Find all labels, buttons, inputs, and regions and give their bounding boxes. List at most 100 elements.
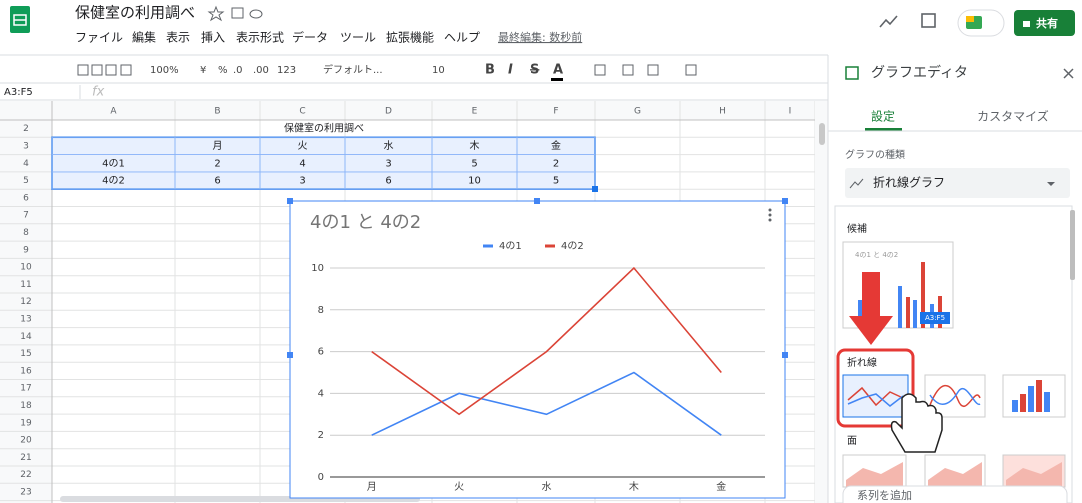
legend-label: 4の1: [499, 241, 522, 252]
cell: 4の2: [102, 176, 125, 187]
menu-item[interactable]: ヘルプ: [444, 31, 480, 45]
row-header: 11: [20, 280, 31, 290]
cell: 6: [214, 176, 220, 187]
option-area: [846, 462, 903, 487]
y-tick-label: 0: [318, 472, 324, 483]
dropdown-value: 折れ線グラフ: [873, 175, 945, 190]
type-dropdown[interactable]: [845, 168, 1070, 198]
toolbar-icon[interactable]: [594, 64, 606, 76]
column-header: G: [634, 107, 641, 117]
toolbar-item[interactable]: .00: [253, 65, 269, 76]
thumb-bar: [898, 286, 902, 328]
toolbar-item[interactable]: .0: [233, 65, 243, 76]
fx-label: fx: [92, 85, 105, 100]
toolbar-icon[interactable]: [622, 64, 634, 76]
cell: 5: [553, 176, 559, 187]
cloud-icon: [249, 9, 263, 19]
option-curve: [929, 388, 981, 405]
menu-item[interactable]: データ: [292, 30, 328, 45]
share-label[interactable]: 共有: [1036, 16, 1058, 30]
menu-item[interactable]: ツール: [340, 31, 376, 45]
toolbar-icon[interactable]: [91, 64, 103, 76]
row-header: 15: [20, 349, 31, 359]
toolbar-icon[interactable]: [647, 64, 659, 76]
comment-icon[interactable]: [921, 13, 936, 28]
cell: 4の1: [102, 158, 125, 169]
column-header: D: [385, 107, 392, 117]
trend-icon[interactable]: [879, 15, 898, 28]
column-header-bg: [0, 101, 815, 120]
toolbar-item[interactable]: ¥: [200, 65, 206, 76]
row-header: 5: [23, 176, 29, 186]
resize-handle[interactable]: [782, 198, 788, 204]
resize-handle[interactable]: [287, 352, 293, 358]
row-header: 17: [20, 384, 31, 394]
toolbar-icon[interactable]: [685, 64, 697, 76]
chart-menu-dot[interactable]: [768, 208, 772, 212]
cell-border: [516, 171, 596, 190]
thumb-bar: [858, 300, 862, 328]
thumb-bar: [921, 262, 925, 328]
column-header: F: [553, 107, 558, 117]
toolbar-icon[interactable]: [77, 64, 89, 76]
arrow-shaft: [862, 272, 880, 317]
chart-menu-dot[interactable]: [768, 218, 772, 222]
cell: 水: [384, 140, 394, 152]
y-tick-label: 6: [318, 347, 324, 358]
row-header: 4: [23, 159, 29, 169]
cell: 4: [299, 158, 305, 169]
name-box: A3:F5: [4, 87, 33, 98]
tab[interactable]: カスタマイズ: [977, 109, 1049, 124]
resize-handle[interactable]: [534, 198, 540, 204]
toolbar-item[interactable]: A: [553, 63, 563, 78]
toolbar-icon[interactable]: [120, 64, 132, 76]
add-series[interactable]: [842, 485, 1068, 503]
close-icon[interactable]: [1063, 68, 1074, 79]
menu-item[interactable]: 表示形式: [236, 31, 284, 45]
thumb-bar: [913, 300, 917, 328]
row-header: 14: [20, 332, 32, 342]
menu-item[interactable]: ファイル: [75, 31, 123, 45]
thumb-bar: [906, 297, 910, 328]
menu-item[interactable]: 表示: [166, 31, 190, 45]
tab[interactable]: 設定: [871, 109, 895, 124]
add-series-label[interactable]: 系列を追加: [857, 488, 912, 502]
toolbar-item[interactable]: S: [530, 63, 539, 78]
menu-item[interactable]: 挿入: [201, 31, 225, 45]
resize-handle[interactable]: [287, 198, 293, 204]
cell: 金: [551, 139, 561, 152]
toolbar-item[interactable]: %: [218, 65, 228, 76]
toolbar-item[interactable]: B: [485, 63, 495, 78]
row-header: 2: [23, 124, 29, 134]
menu-item[interactable]: 拡張機能: [386, 30, 434, 45]
last-edit[interactable]: 最終編集: 数秒前: [498, 30, 582, 44]
toolbar-item[interactable]: 100%: [150, 65, 179, 76]
column-header: B: [214, 107, 220, 117]
resize-handle[interactable]: [782, 352, 788, 358]
option-bar: [1036, 380, 1042, 412]
toolbar-item[interactable]: デフォルト...: [323, 63, 383, 76]
row-header: 16: [20, 366, 32, 376]
thumb-title: 4の1 と 4の2: [855, 251, 898, 259]
y-tick-label: 4: [318, 388, 324, 399]
meet-icon-b: [966, 16, 974, 22]
menu-item[interactable]: 編集: [132, 30, 156, 45]
row-header: 23: [20, 487, 31, 497]
toolbar-item[interactable]: I: [508, 63, 513, 78]
chart-menu-dot[interactable]: [768, 213, 772, 217]
chart-title: 4の1 と 4の2: [310, 212, 421, 233]
cell: 2: [553, 158, 559, 169]
toolbar-item[interactable]: 123: [277, 65, 296, 76]
toolbar-icon[interactable]: [105, 64, 117, 76]
cell: 3: [385, 158, 391, 169]
row-header: 21: [20, 453, 31, 463]
list-scroll-thumb: [1070, 210, 1075, 280]
chart-frame[interactable]: [289, 200, 786, 499]
option-bar: [1028, 386, 1034, 412]
share-button[interactable]: [1014, 10, 1075, 36]
editor-icon: [845, 66, 859, 80]
sheet-caption: 保健室の利用調べ: [284, 122, 364, 135]
toolbar-item[interactable]: 10: [432, 65, 445, 76]
